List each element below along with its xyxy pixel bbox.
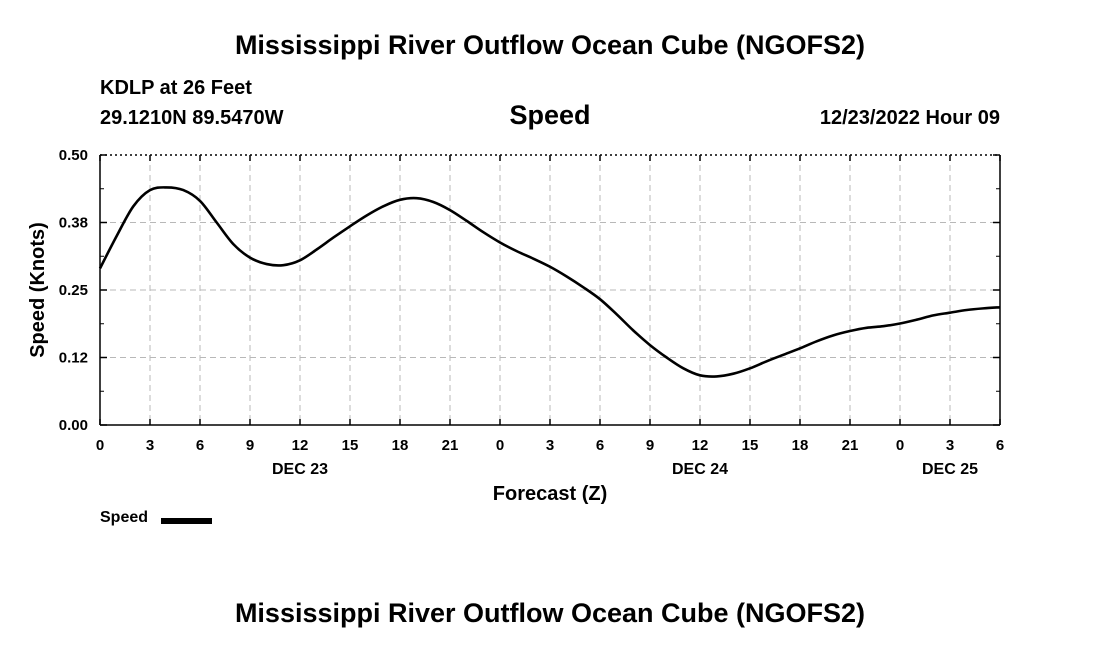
x-axis-title: Forecast (Z) xyxy=(493,483,607,505)
date-label: DEC 25 xyxy=(922,461,978,478)
x-tick-label: 0 xyxy=(96,437,104,454)
variable-title: Speed xyxy=(509,100,591,130)
date-label: DEC 23 xyxy=(272,461,328,478)
x-tick-label: 6 xyxy=(996,437,1004,454)
x-tick-label: 12 xyxy=(292,437,309,454)
x-tick-label: 6 xyxy=(196,437,204,454)
x-tick-label: 18 xyxy=(792,437,809,454)
x-tick-label: 15 xyxy=(342,437,359,454)
x-tick-label: 9 xyxy=(246,437,254,454)
station-coordinates: 29.1210N 89.5470W xyxy=(100,107,284,129)
date-label: DEC 24 xyxy=(672,461,728,478)
x-tick-label: 3 xyxy=(146,437,154,454)
footer-title: Mississippi River Outflow Ocean Cube (NG… xyxy=(234,598,866,628)
y-tick-label: 0.50 xyxy=(59,147,88,164)
station-label: KDLP at 26 Feet xyxy=(100,77,252,99)
legend-label: Speed xyxy=(100,509,149,526)
x-tick-label: 3 xyxy=(546,437,554,454)
x-tick-label: 9 xyxy=(646,437,654,454)
x-tick-label: 6 xyxy=(596,437,604,454)
y-tick-label: 0.38 xyxy=(59,215,88,232)
x-tick-label: 3 xyxy=(946,437,954,454)
x-tick-label: 0 xyxy=(896,437,904,454)
x-tick-label: 0 xyxy=(496,437,504,454)
x-tick-label: 15 xyxy=(742,437,759,454)
forecast-datetime: 12/23/2022 Hour 09 xyxy=(819,107,1000,129)
legend-swatch xyxy=(161,518,212,524)
x-tick-label: 12 xyxy=(692,437,709,454)
chart-title: Mississippi River Outflow Ocean Cube (NG… xyxy=(234,30,866,60)
y-tick-label: 0.12 xyxy=(59,350,88,367)
x-tick-label: 21 xyxy=(442,437,459,454)
x-tick-label: 18 xyxy=(392,437,409,454)
series-line-speed xyxy=(98,186,1001,378)
y-axis-title: Speed (Knots) xyxy=(27,222,49,358)
y-tick-label: 0.00 xyxy=(59,417,88,434)
x-tick-label: 21 xyxy=(842,437,859,454)
y-tick-label: 0.25 xyxy=(59,282,88,299)
